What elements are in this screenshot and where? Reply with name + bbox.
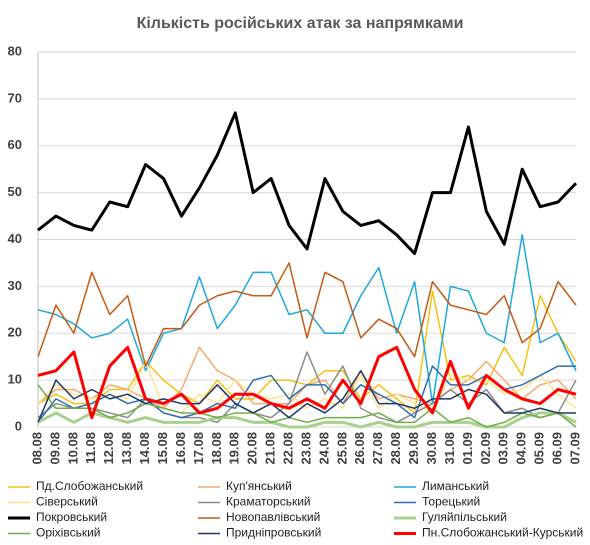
x-tick-label: 12.08: [101, 432, 116, 465]
x-tick-label: 01.09: [460, 432, 475, 465]
series-line: [37, 351, 577, 424]
y-tick-label: 30: [8, 278, 22, 293]
series-line: [37, 262, 577, 367]
y-tick-label: 60: [8, 137, 22, 152]
chart-title: Кількість російських атак за напрямками: [137, 15, 464, 32]
x-tick-label: 10.08: [65, 432, 80, 465]
y-tick-label: 70: [8, 90, 22, 105]
x-tick-label: 26.08: [352, 432, 367, 465]
x-tick-label: 09.08: [47, 432, 62, 465]
y-tick-label: 40: [8, 231, 22, 246]
x-tick-label: 07.09: [567, 432, 582, 465]
legend-label: Пн.Слобожанський-Курський: [422, 526, 583, 540]
series-line: [37, 384, 577, 428]
legend-label: Новопавлівський: [226, 510, 320, 524]
x-tick-label: 18.08: [209, 432, 224, 465]
x-tick-label: 11.08: [83, 432, 98, 464]
series-line: [37, 370, 576, 423]
x-tick-label: 05.09: [532, 432, 547, 465]
x-tick-label: 28.08: [388, 432, 403, 465]
x-tick-label: 20.08: [245, 432, 260, 465]
series-line: [37, 111, 578, 256]
x-tick-label: 30.08: [424, 432, 439, 465]
legend-label: Лиманський: [422, 479, 489, 493]
y-tick-label: 0: [15, 418, 22, 433]
x-tick-label: 22.08: [281, 432, 296, 465]
x-tick-label: 16.08: [173, 432, 188, 465]
x-tick-label: 24.08: [316, 432, 331, 465]
legend-label: Покровський: [36, 510, 107, 524]
legend-label: Пд.Слобожанський: [36, 479, 143, 493]
x-tick-label: 17.08: [191, 432, 206, 465]
x-tick-label: 31.08: [442, 432, 457, 465]
x-tick-label: 14.08: [137, 432, 152, 465]
y-tick-label: 50: [8, 184, 22, 199]
y-tick-label: 20: [8, 325, 22, 340]
x-tick-label: 04.09: [514, 432, 529, 465]
legend-label: Краматорський: [226, 495, 311, 509]
x-tick-label: 08.08: [29, 432, 44, 465]
legend-label: Торецький: [422, 495, 480, 509]
x-tick-label: 15.08: [155, 432, 170, 465]
x-tick-label: 25.08: [334, 432, 349, 465]
legend-label: Придніпровський: [226, 526, 321, 540]
y-tick-label: 80: [8, 43, 22, 58]
x-tick-label: 23.08: [298, 432, 313, 465]
series-line: [37, 360, 577, 414]
y-tick-label: 10: [8, 372, 22, 387]
legend-label: Оріхівський: [36, 526, 101, 540]
x-tick-label: 27.08: [370, 432, 385, 465]
series-line: [37, 234, 577, 405]
legend-label: Сіверський: [36, 495, 98, 509]
x-tick-label: 06.09: [550, 432, 565, 465]
x-tick-label: 19.08: [227, 432, 242, 465]
x-tick-label: 21.08: [263, 432, 278, 465]
legend-label: Куп'янський: [226, 479, 292, 493]
x-tick-label: 13.08: [119, 432, 134, 465]
x-tick-label: 02.09: [478, 432, 493, 465]
legend-label: Гуляйпільський: [422, 510, 507, 524]
x-tick-label: 29.08: [406, 432, 421, 465]
x-tick-label: 03.09: [496, 432, 511, 465]
series-line: [37, 345, 577, 420]
series-line: [37, 365, 576, 423]
